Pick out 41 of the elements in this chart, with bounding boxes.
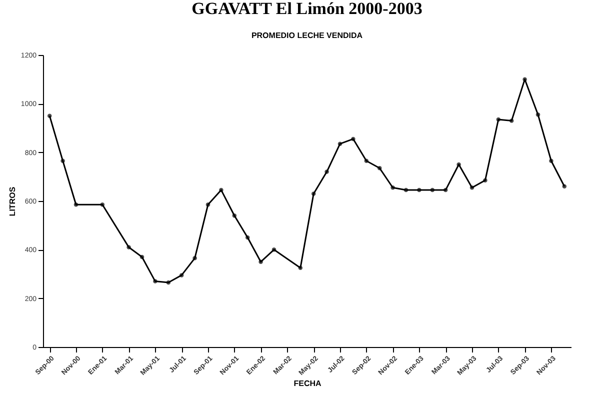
point	[496, 117, 501, 122]
point	[192, 256, 197, 260]
point	[126, 245, 131, 250]
point	[443, 188, 448, 192]
point	[166, 280, 171, 285]
point	[298, 266, 303, 270]
point	[390, 186, 395, 190]
point	[245, 235, 250, 240]
point	[153, 279, 158, 284]
point	[509, 118, 514, 123]
point	[536, 112, 540, 117]
point	[258, 260, 263, 264]
x-axis-title: FECHA	[294, 379, 322, 388]
point	[430, 188, 435, 192]
y-axis-title: LITROS	[8, 186, 17, 216]
point	[404, 188, 408, 192]
point	[219, 188, 224, 192]
point	[351, 136, 356, 142]
point	[311, 192, 316, 196]
point	[456, 162, 461, 167]
point	[232, 213, 237, 218]
point	[338, 142, 342, 146]
point	[272, 248, 276, 252]
point	[549, 158, 554, 163]
point	[522, 77, 527, 82]
point	[74, 202, 78, 207]
point	[483, 178, 488, 182]
chart-title: GGAVATT El Limón 2000-2003	[192, 0, 422, 18]
point	[47, 114, 52, 118]
point	[562, 184, 567, 189]
chart-subtitle: PROMEDIO LECHE VENDIDA	[251, 31, 363, 40]
point	[324, 170, 329, 174]
point	[377, 166, 382, 170]
point	[60, 158, 65, 163]
point	[100, 202, 105, 207]
point	[179, 273, 184, 278]
point	[206, 202, 210, 207]
point	[470, 186, 474, 190]
point	[417, 188, 422, 192]
point	[364, 158, 369, 163]
point	[140, 254, 144, 260]
